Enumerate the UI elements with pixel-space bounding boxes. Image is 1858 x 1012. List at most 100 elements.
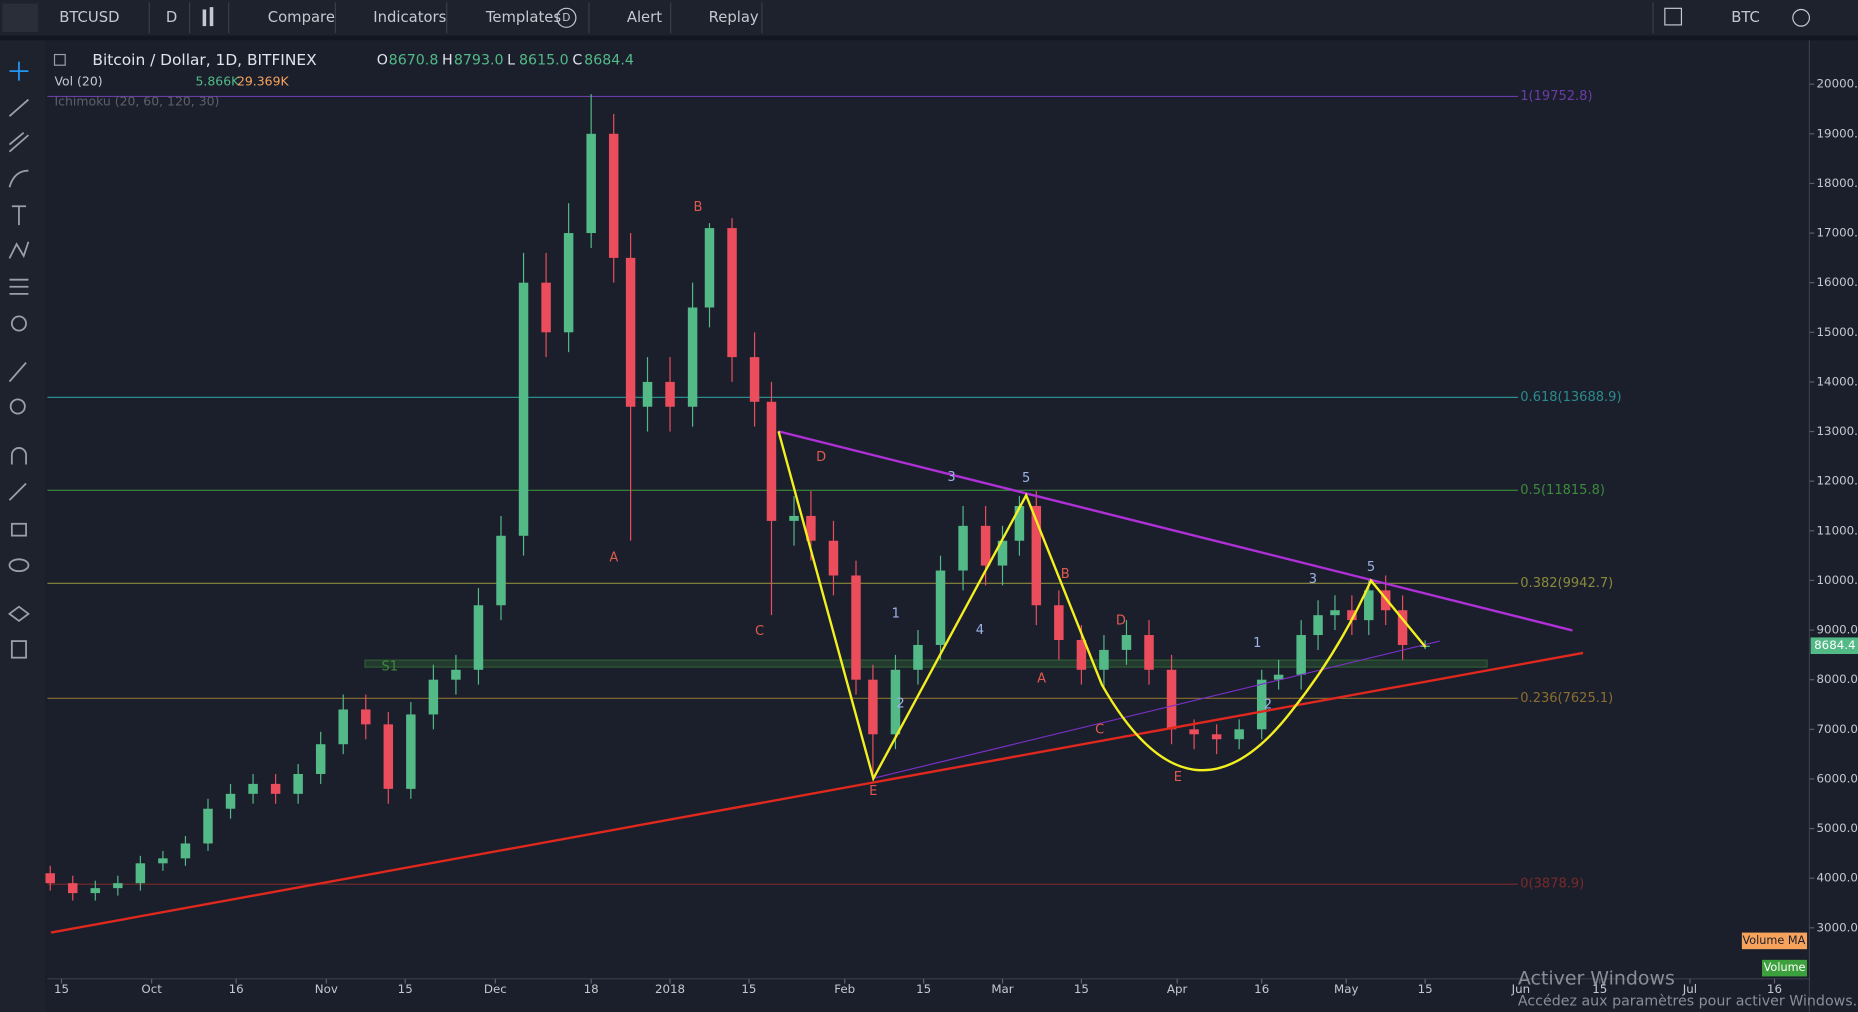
indicators[interactable]: Indicators (373, 9, 446, 26)
toolbar (0, 0, 1858, 36)
wave-label: C (755, 624, 764, 639)
x-tick-label: 15 (54, 982, 69, 996)
volume-text: Volume (1764, 961, 1806, 974)
x-tick-label: Apr (1167, 982, 1188, 996)
candle-body (1234, 729, 1244, 740)
wave-label: 1 (892, 606, 900, 621)
y-tick-label: 20000.0 (1817, 77, 1858, 91)
candle-body (1211, 734, 1222, 740)
y-tick-label: 18000.0 (1817, 176, 1858, 190)
candle-body (1347, 610, 1357, 621)
candle-body (225, 793, 236, 809)
x-tick-label: 15 (398, 982, 413, 996)
candle-body (563, 233, 574, 333)
candle-body (958, 525, 968, 571)
candle-body (90, 888, 101, 894)
chart-style-icon[interactable] (202, 9, 207, 27)
alert[interactable]: Alert (627, 9, 662, 26)
y-tick-label: 12000.0 (1817, 474, 1858, 488)
templates-badge-ring (556, 7, 577, 28)
watermark-text: Accédez aux paramètres pour activer Wind… (1518, 993, 1857, 1009)
volume-badge (1762, 959, 1808, 977)
x-tick-label: 2018 (655, 982, 685, 996)
candle-body (1364, 590, 1374, 621)
candle-body (293, 773, 303, 794)
logo (2, 3, 38, 33)
candle-body (1296, 635, 1306, 675)
drawing-tools[interactable] (7, 61, 30, 659)
templates[interactable]: Templates (485, 9, 561, 26)
wave-labels: A B C D E 1 2 3 4 5 B A D C E 1 2 3 5 (609, 200, 1375, 799)
collapse-icon[interactable] (53, 53, 66, 66)
candle-body (586, 133, 596, 234)
volume-ma-value: 29.369K (237, 73, 290, 88)
x-tick-label: May (1334, 982, 1358, 996)
toolbar-border (0, 35, 1858, 41)
fib-label: 0.382(9942.7) (1520, 576, 1613, 591)
currency[interactable]: BTC (1731, 9, 1760, 26)
x-tick-label: Nov (315, 982, 338, 996)
x-tick-label: 15 (1418, 982, 1433, 996)
x-tick-label: 18 (584, 982, 599, 996)
candle-body (980, 525, 991, 566)
ohlc-value: 8684.4 (584, 52, 634, 68)
candle-body (997, 540, 1008, 566)
candle-body (541, 282, 551, 333)
wave-label: 5 (1022, 471, 1030, 486)
ohlc-key: O (377, 52, 388, 68)
compare[interactable]: Compare (268, 9, 335, 26)
support-label: S1 (382, 660, 399, 675)
symbol[interactable]: BTCUSD (59, 9, 119, 26)
x-tick-label: Mar (991, 982, 1013, 996)
y-tick-label: 8000.0 (1817, 672, 1858, 686)
candle-body (113, 883, 123, 889)
candle-body (451, 669, 461, 680)
candle-body (1099, 649, 1109, 670)
candle-body (270, 783, 281, 794)
support-zone (364, 659, 1488, 668)
y-tick-label: 17000.0 (1817, 226, 1858, 240)
wave-label: B (1061, 567, 1070, 582)
ohlc-value: 8615.0 (519, 52, 569, 68)
candle-body (749, 357, 760, 402)
settings-icon[interactable] (1792, 8, 1811, 27)
x-tick-label: 15 (1592, 982, 1607, 996)
replay[interactable]: Replay (709, 9, 759, 26)
templates-badge[interactable]: D (562, 11, 570, 24)
candle-body (935, 570, 946, 645)
candle-body (1014, 506, 1025, 541)
volume-label: Vol (20) (55, 73, 103, 88)
candle-body (158, 858, 168, 864)
candle-body (1330, 610, 1340, 616)
trend-line (50, 651, 1584, 934)
x-tick-label: 15 (741, 982, 756, 996)
candle-body (687, 307, 698, 407)
chart-pane (47, 42, 1810, 979)
fibonacci: 1(19752.8) 0.618(13688.9) 0.5(11815.8) 0.38… (47, 89, 1622, 892)
candle-body (1189, 729, 1199, 735)
candle-body (608, 133, 619, 258)
ichimoku-label: Ichimoku (20, 60, 120, 30) (55, 93, 220, 108)
y-tick-label: 3000.0 (1817, 920, 1858, 934)
candle-body (203, 808, 213, 844)
last-price-label: 8684.4 (1814, 638, 1855, 652)
y-tick-label: 15000.0 (1817, 325, 1858, 339)
candle-body (727, 228, 737, 358)
y-tick-label: 19000.0 (1817, 126, 1858, 140)
x-tick-label: Feb (834, 982, 855, 996)
wave-label: 1 (1253, 636, 1261, 651)
candle-body (851, 575, 861, 680)
chart-style-icon[interactable] (209, 7, 214, 27)
interval[interactable]: D (166, 9, 177, 26)
watermark-title: Activer Windows (1518, 967, 1675, 989)
candle-body (828, 540, 839, 576)
candle-body (68, 883, 78, 894)
wave-label: D (1116, 613, 1126, 628)
candle-body (913, 644, 923, 670)
wave-label: 3 (947, 470, 955, 485)
wave-label: A (1037, 672, 1046, 687)
candle-body (1121, 635, 1132, 650)
fullscreen-icon[interactable] (1664, 7, 1683, 26)
candle-body (665, 381, 675, 407)
